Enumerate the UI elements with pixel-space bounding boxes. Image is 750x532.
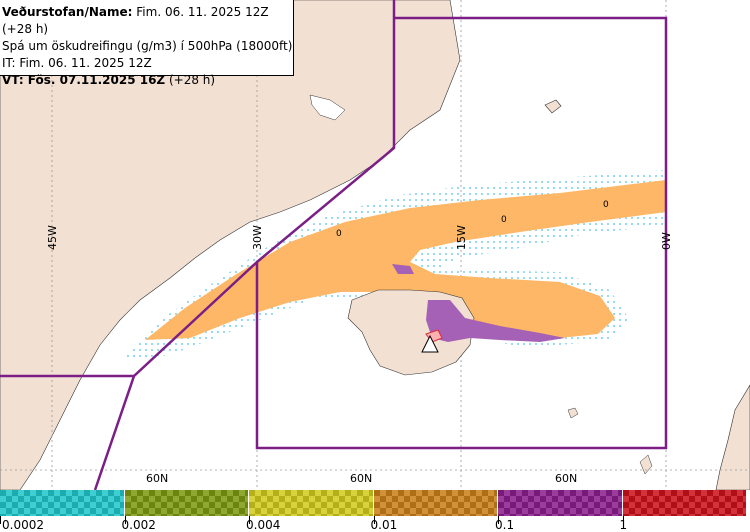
concentration-legend: 0.0002 0.002 0.004 0.01 0.1 1	[0, 490, 750, 532]
shetland-islands	[639, 454, 653, 475]
plume-orange	[145, 180, 666, 340]
legend-tick-1	[124, 516, 126, 524]
legend-tick-3	[373, 516, 375, 524]
legend-swatch-3	[373, 490, 498, 516]
info-line-issue-time: IT: Fim. 06. 11. 2025 12Z	[2, 56, 152, 70]
legend-tick-4	[498, 516, 499, 524]
legend-tick-0	[0, 516, 1, 524]
plume-purple-north	[392, 264, 414, 274]
info-line-issuer: Veðurstofan/Name: Fim. 06. 11. 2025 12Z …	[2, 4, 293, 38]
island-northeast	[544, 99, 562, 114]
parallel-label-2: 60N	[350, 472, 372, 485]
legend-label-4: 0.1	[495, 518, 515, 532]
valid-time-offset: (+28 h)	[168, 73, 216, 87]
meridian-label-30w: 30W	[251, 225, 264, 250]
issuer-value: Fim. 06. 11. 2025 12Z (+28 h)	[2, 5, 269, 36]
fjord-detail	[309, 94, 346, 121]
info-line-product: Spá um öskudreifingu (g/m3) í 500hPa (18…	[2, 39, 293, 53]
plume-purple	[426, 300, 565, 342]
parallel-label-3: 60N	[555, 472, 577, 485]
legend-tick-2	[249, 516, 250, 524]
ash-dispersion-map: 45W 30W 15W 0W 60N 60N 60N 0 0 0	[0, 0, 750, 490]
info-line-valid-time: VT: Fös. 07.11.2025 16Z (+28 h)	[2, 72, 293, 89]
legend-tick-5	[622, 516, 624, 524]
forecast-info-box: Veðurstofan/Name: Fim. 06. 11. 2025 12Z …	[0, 0, 294, 87]
legend-swatch-0	[0, 490, 125, 516]
legend-swatch-1	[124, 490, 249, 516]
meridian-label-45w: 45W	[46, 225, 59, 250]
legend-label-5: 1	[619, 518, 628, 532]
contour-label-1: 0	[336, 229, 342, 239]
greenland-land	[0, 0, 461, 490]
contour-label-2: 0	[501, 215, 507, 225]
legend-swatch-5	[622, 490, 747, 516]
legend-label-0: 0.0002	[2, 518, 44, 532]
faroe-islands	[567, 407, 579, 419]
issuer-label: Veðurstofan/Name:	[2, 5, 133, 19]
legend-label-3: 0.01	[370, 518, 398, 532]
legend-swatch-4	[498, 490, 623, 516]
contour-label-3: 0	[603, 200, 609, 210]
legend-label-2: 0.004	[246, 518, 281, 532]
volcano-icon	[421, 334, 439, 353]
legend-swatch-2	[249, 490, 374, 516]
valid-time-label: VT: Fös. 07.11.2025 16Z	[2, 73, 166, 87]
meridian-label-0w: 0W	[660, 232, 673, 250]
parallel-label-1: 60N	[146, 472, 168, 485]
fir-boundary	[0, 0, 668, 490]
meridian-label-15w: 15W	[455, 225, 468, 250]
legend-label-1: 0.002	[121, 518, 156, 532]
